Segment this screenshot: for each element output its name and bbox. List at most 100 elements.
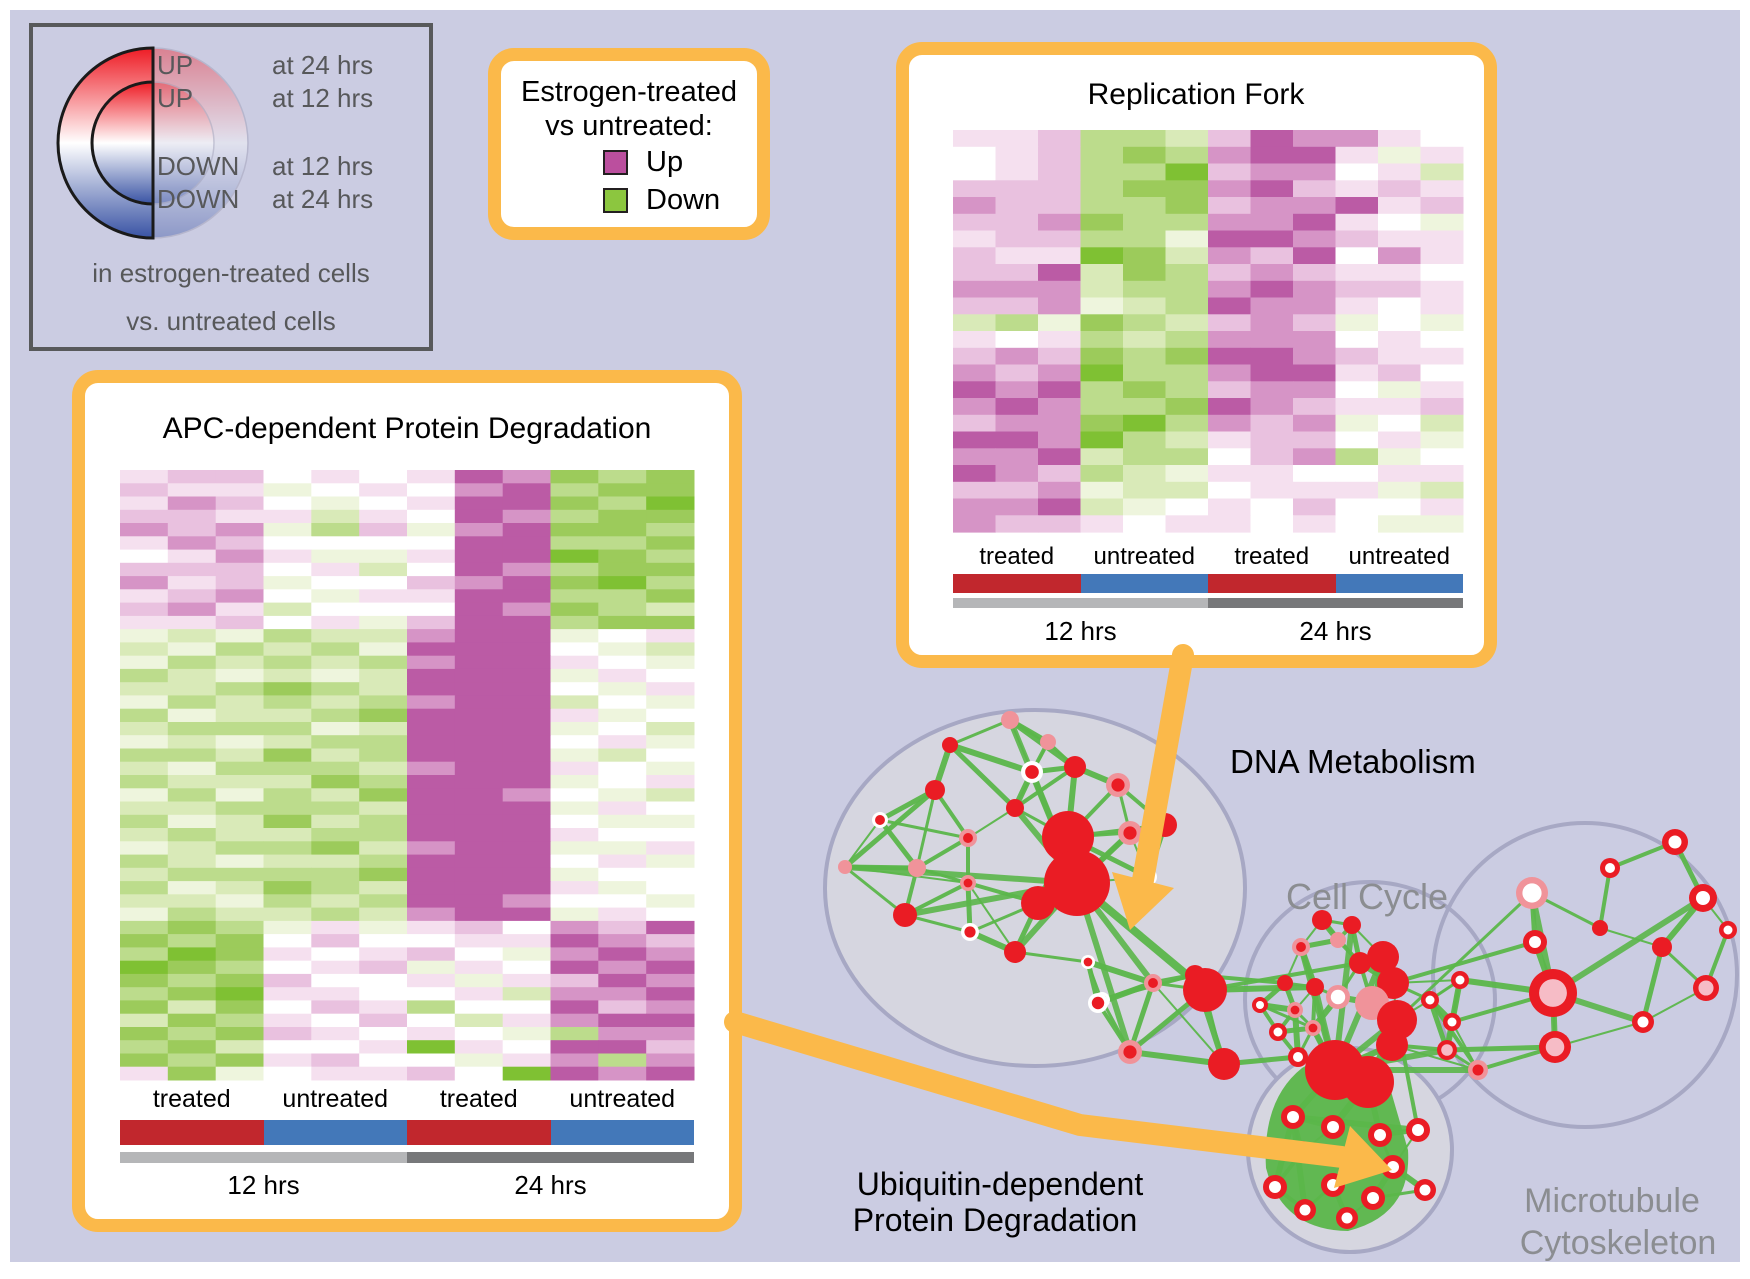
heatmap-cell xyxy=(646,549,695,564)
heatmap-cell xyxy=(1420,247,1464,265)
heatmap-cell xyxy=(167,602,217,617)
heatmap-cell xyxy=(646,496,695,511)
heatmap-cell xyxy=(407,801,456,816)
heatmap-cell xyxy=(502,642,551,657)
network-node xyxy=(1004,941,1026,963)
heatmap-cell xyxy=(263,748,312,763)
network-node-core xyxy=(1441,1044,1453,1056)
network-node-core xyxy=(963,878,973,888)
heatmap-cell xyxy=(359,682,408,696)
heatmap-cell xyxy=(407,841,456,856)
heatmap-cell xyxy=(311,708,360,723)
heatmap-cell xyxy=(215,828,264,842)
apc-title: APC-dependent Protein Degradation xyxy=(162,412,652,445)
heatmap-cell xyxy=(1293,431,1336,449)
heatmap-cell xyxy=(1293,247,1336,265)
heatmap-cell xyxy=(502,589,551,604)
time-group-bar xyxy=(1208,598,1463,608)
network-node xyxy=(1001,711,1019,729)
heatmap-cell xyxy=(407,682,456,696)
heatmap-cell xyxy=(1038,146,1081,165)
network-node-core xyxy=(1605,863,1615,873)
heatmap-cell xyxy=(1293,347,1336,366)
heatmap-cell xyxy=(167,788,217,803)
heatmap-cell xyxy=(407,828,456,842)
network-node-core xyxy=(1425,995,1435,1005)
heatmap-cell xyxy=(598,1053,647,1068)
heatmap-cell xyxy=(1250,515,1294,533)
heatmap-cell xyxy=(167,615,217,630)
heatmap-cell xyxy=(407,523,456,537)
heatmap-cell xyxy=(263,655,312,670)
heatmap-cell xyxy=(1165,398,1209,416)
heatmap-cell xyxy=(598,775,647,789)
heatmap-cell xyxy=(263,602,312,617)
heatmap-cell xyxy=(120,894,169,909)
heatmap-cell xyxy=(1378,146,1421,165)
heatmap-cell xyxy=(1420,280,1464,299)
heatmap-cell xyxy=(1123,515,1166,533)
heatmap-cell xyxy=(1208,331,1251,349)
heatmap-cell xyxy=(1165,213,1209,232)
heatmap-cell xyxy=(263,1066,312,1081)
heatmap-cell xyxy=(167,748,217,763)
heatmap-cell xyxy=(311,655,360,670)
heatmap-cell xyxy=(215,695,264,710)
heatmap-cell xyxy=(1378,347,1421,366)
heatmap-cell xyxy=(407,722,456,736)
heatmap-cell xyxy=(953,264,996,282)
heatmap-cell xyxy=(550,854,599,869)
heatmap-cell xyxy=(1080,314,1124,332)
heatmap-cell xyxy=(1378,398,1421,416)
heatmap-cell xyxy=(359,894,408,909)
heatmap-cell xyxy=(167,960,217,975)
heatmap-cell xyxy=(215,801,264,816)
network-node-core xyxy=(1287,1111,1299,1123)
network-node xyxy=(1367,941,1399,973)
heatmap-cell xyxy=(550,496,599,511)
heatmap-cell xyxy=(167,920,217,935)
color-key-item: Up xyxy=(603,146,683,179)
heatmap-cell xyxy=(311,615,360,630)
heatmap-cell xyxy=(407,881,456,895)
heatmap-cell xyxy=(454,947,504,962)
heatmap-cell xyxy=(1378,314,1421,332)
network-node-core xyxy=(1637,1016,1649,1028)
heatmap-cell xyxy=(167,735,217,749)
heatmap-cell xyxy=(995,414,1039,433)
microtubule-label-line1: Microtubule xyxy=(1524,1182,1700,1220)
donut-right-inner xyxy=(152,81,215,205)
heatmap-cell xyxy=(646,655,695,670)
heatmap-cell xyxy=(646,642,695,657)
heatmap-cell xyxy=(454,549,504,564)
untreated-group-bar xyxy=(550,1120,694,1145)
legend-up-inner-time: at 12 hrs xyxy=(272,83,374,113)
heatmap-cell xyxy=(1250,297,1294,315)
heatmap-cell xyxy=(1165,146,1209,165)
heatmap-cell xyxy=(120,576,169,590)
heatmap-cell xyxy=(263,920,312,935)
heatmap-cell xyxy=(1080,465,1124,483)
heatmap-cell xyxy=(167,894,217,909)
heatmap-cell xyxy=(263,775,312,789)
network-node-core xyxy=(1330,989,1346,1005)
network-node xyxy=(893,903,917,927)
heatmap-cell xyxy=(120,589,169,604)
heatmap-cell xyxy=(1420,498,1464,516)
heatmap-cell xyxy=(1420,146,1464,165)
heatmap-cell xyxy=(311,867,360,882)
heatmap-cell xyxy=(550,629,599,643)
heatmap-cell xyxy=(215,854,264,869)
heatmap-cell xyxy=(502,894,551,909)
heatmap-cell xyxy=(1038,297,1081,315)
network-node-core xyxy=(1123,1045,1137,1059)
heatmap-cell xyxy=(215,576,264,590)
heatmap-cell xyxy=(598,894,647,909)
heatmap-cell xyxy=(1208,230,1251,248)
heatmap-cell xyxy=(1378,297,1421,315)
heatmap-cell xyxy=(215,761,264,776)
network-node xyxy=(1042,811,1094,863)
heatmap-cell xyxy=(359,907,408,922)
heatmap-cell xyxy=(995,280,1039,299)
heatmap-cell xyxy=(1420,347,1464,366)
